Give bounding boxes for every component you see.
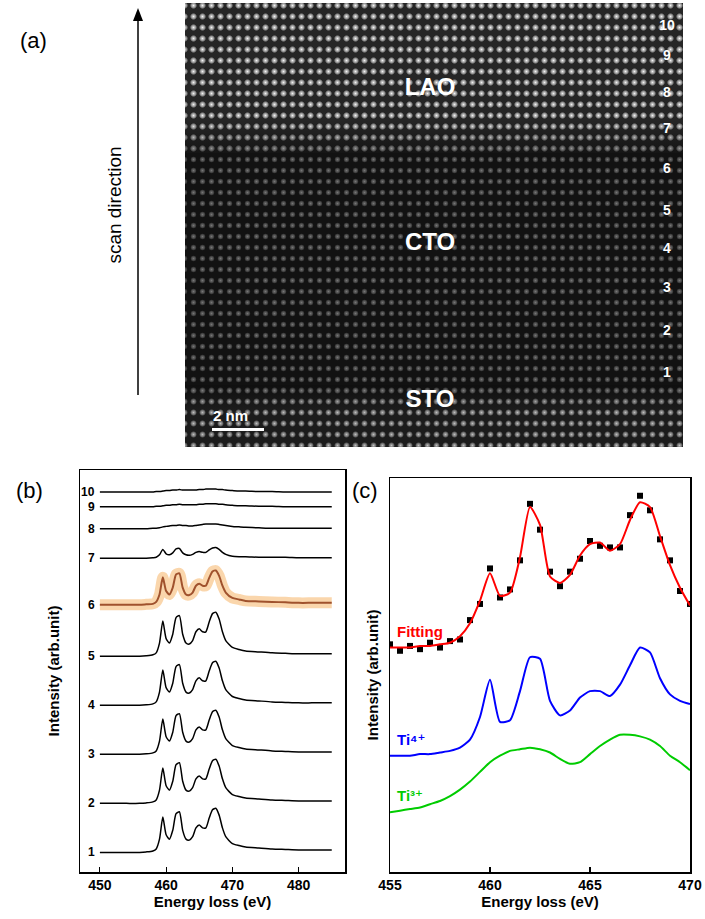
svg-text:460: 460 (478, 877, 502, 893)
svg-text:480: 480 (287, 877, 311, 893)
svg-text:2: 2 (663, 322, 671, 338)
svg-text:10: 10 (81, 485, 95, 499)
svg-text:460: 460 (154, 877, 178, 893)
svg-text:LAO: LAO (405, 73, 456, 100)
svg-text:Intensity (arb.unit): Intensity (arb.unit) (45, 606, 62, 737)
svg-text:Intensity (arb.unit): Intensity (arb.unit) (364, 610, 381, 741)
svg-text:450: 450 (88, 877, 112, 893)
svg-text:1: 1 (663, 364, 671, 380)
svg-text:Ti⁴⁺: Ti⁴⁺ (397, 731, 425, 748)
svg-text:455: 455 (378, 877, 402, 893)
svg-text:9: 9 (88, 500, 95, 514)
svg-text:Energy loss (eV): Energy loss (eV) (481, 893, 599, 910)
svg-text:scan direction: scan direction (104, 146, 125, 263)
svg-text:STO: STO (406, 385, 455, 412)
svg-text:5: 5 (663, 202, 671, 218)
html-text:(c): (c) (352, 478, 378, 503)
svg-text:3: 3 (663, 279, 671, 295)
svg-text:2: 2 (88, 796, 95, 810)
svg-text:6: 6 (663, 160, 671, 176)
svg-text:8: 8 (663, 84, 671, 100)
svg-text:10: 10 (659, 17, 675, 33)
svg-text:4: 4 (88, 698, 95, 712)
svg-text:465: 465 (578, 877, 602, 893)
html-text:(b): (b) (16, 478, 43, 503)
svg-text:(a): (a) (20, 28, 47, 53)
svg-text:8: 8 (88, 522, 95, 536)
svg-text:4: 4 (663, 240, 671, 256)
svg-text:Energy loss (eV): Energy loss (eV) (154, 893, 272, 910)
svg-text:470: 470 (678, 877, 702, 893)
svg-text:9: 9 (663, 47, 671, 63)
svg-text:3: 3 (88, 747, 95, 761)
svg-text:470: 470 (221, 877, 245, 893)
svg-text:7: 7 (663, 120, 671, 136)
svg-text:5: 5 (88, 649, 95, 663)
svg-text:CTO: CTO (405, 228, 455, 255)
svg-text:Fitting: Fitting (397, 623, 443, 640)
svg-text:Ti³⁺: Ti³⁺ (397, 787, 423, 804)
svg-text:2 nm: 2 nm (213, 407, 248, 424)
svg-text:7: 7 (88, 551, 95, 565)
svg-text:1: 1 (88, 845, 95, 859)
svg-text:6: 6 (88, 598, 95, 612)
